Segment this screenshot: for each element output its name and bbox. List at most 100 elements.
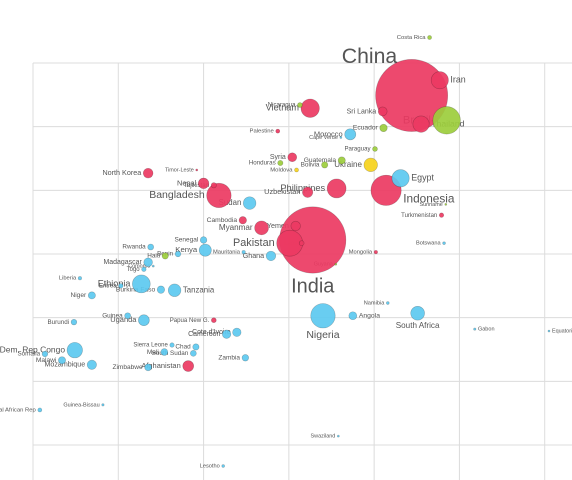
bubble xyxy=(70,318,78,326)
bubble xyxy=(124,312,131,320)
country-label: Angola xyxy=(359,313,380,320)
bubble xyxy=(198,243,212,257)
country-label: Cameroon xyxy=(188,331,220,338)
bubble xyxy=(206,182,232,208)
country-label: Papua New G. xyxy=(170,317,210,324)
bubble xyxy=(334,262,338,266)
country-label: Yemen xyxy=(267,222,289,230)
bubble xyxy=(86,359,97,370)
bubble xyxy=(182,360,194,372)
country-label: Moldova xyxy=(270,168,293,174)
country-label: Gabon xyxy=(478,327,495,333)
bubble xyxy=(144,363,152,372)
bubble xyxy=(372,146,378,152)
bubble xyxy=(37,407,43,413)
bubble xyxy=(265,250,277,262)
bubble xyxy=(344,128,357,141)
bubble xyxy=(348,311,358,321)
bubble xyxy=(169,342,175,348)
bubble xyxy=(444,203,448,206)
bubble xyxy=(442,241,446,245)
country-label: Chad xyxy=(175,344,191,351)
country-label: Sierra Leone xyxy=(133,343,168,349)
country-label: Zambia xyxy=(218,354,240,361)
bubble xyxy=(427,35,432,40)
bubble xyxy=(386,301,390,305)
bubble xyxy=(160,348,169,356)
bubble xyxy=(66,342,83,359)
country-label: Equatorial Guinea xyxy=(552,328,572,334)
bubble xyxy=(141,266,147,272)
bubble xyxy=(339,136,343,139)
bubble xyxy=(373,250,378,255)
country-label: Cote d'Ivoire xyxy=(192,329,231,336)
country-label: Dem. Rep Congo xyxy=(0,344,65,354)
bubble xyxy=(192,343,200,351)
bubble xyxy=(190,350,197,357)
bubble xyxy=(211,317,217,323)
country-label: Zimbabwe xyxy=(112,364,143,371)
bubble xyxy=(321,161,329,169)
country-label: Philippines xyxy=(280,183,325,193)
country-label: Honduras xyxy=(249,160,276,167)
bubble xyxy=(210,182,217,189)
country-label: Mozambique xyxy=(44,361,85,369)
country-label: Mali xyxy=(147,349,160,356)
country-label: Togo xyxy=(127,267,141,273)
country-label: North Korea xyxy=(102,168,141,177)
country-label: Pakistan xyxy=(233,237,275,249)
country-label: Egypt xyxy=(411,173,434,183)
country-label: Cape Verde xyxy=(309,135,338,141)
bubble xyxy=(147,243,154,251)
bubble xyxy=(167,283,182,297)
bubble xyxy=(412,115,430,133)
bubble xyxy=(222,329,232,339)
country-label: Kenya xyxy=(175,245,198,254)
bubble xyxy=(238,216,247,225)
bubble xyxy=(287,152,298,163)
country-label: Indonesia xyxy=(403,192,455,206)
bubble xyxy=(241,250,246,255)
bubble xyxy=(294,167,299,173)
country-label: Iran xyxy=(450,75,465,85)
bubble xyxy=(142,167,154,179)
bubble xyxy=(118,283,124,289)
country-label: Haiti xyxy=(147,253,160,260)
bubble xyxy=(275,128,281,134)
country-label: Afghanistan xyxy=(141,361,180,370)
country-label: Ecuador xyxy=(353,125,379,132)
country-label: Syria xyxy=(270,154,286,161)
country-label: Somalia xyxy=(17,351,40,358)
country-label: Eritrea xyxy=(99,283,117,289)
country-label: Liberia xyxy=(59,276,77,282)
country-label: Guatemala xyxy=(304,157,337,164)
bubble xyxy=(174,250,182,258)
bubble xyxy=(430,71,449,90)
country-label: Madagascar xyxy=(104,259,143,266)
country-label: Nepal xyxy=(177,178,197,187)
bubble xyxy=(438,212,445,218)
country-label: Guinea xyxy=(102,312,123,319)
country-label: Ethiopia xyxy=(98,278,132,288)
country-label: Malawi xyxy=(36,357,57,364)
bubble xyxy=(221,464,225,468)
country-label: Ukraine xyxy=(334,160,362,169)
bubble xyxy=(41,350,49,358)
bubble xyxy=(375,59,449,132)
bubble xyxy=(77,276,82,281)
bubble xyxy=(195,168,199,172)
country-label: Sri Lanka xyxy=(347,108,377,115)
bubble xyxy=(197,177,210,189)
country-label: Suriname xyxy=(419,202,442,208)
bubble xyxy=(101,403,105,407)
bubble xyxy=(377,106,388,117)
country-label: Tajikistan xyxy=(184,182,210,189)
bubble xyxy=(363,157,378,172)
country-label: Tanzania xyxy=(183,285,215,294)
bubble xyxy=(156,285,165,294)
bubble xyxy=(298,240,305,246)
country-label: Swaziland xyxy=(311,434,336,440)
bubble xyxy=(161,252,169,260)
